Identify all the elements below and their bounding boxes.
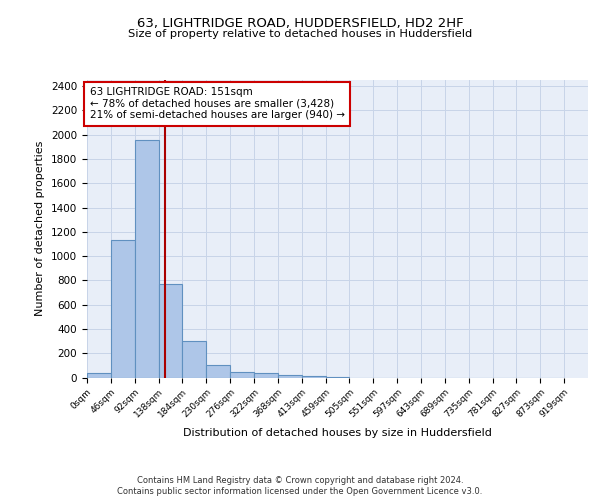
Text: Contains HM Land Registry data © Crown copyright and database right 2024.: Contains HM Land Registry data © Crown c…	[137, 476, 463, 485]
X-axis label: Distribution of detached houses by size in Huddersfield: Distribution of detached houses by size …	[183, 428, 492, 438]
Bar	[206, 366, 230, 378]
Bar	[302, 376, 326, 378]
Bar	[326, 377, 349, 378]
Bar	[111, 240, 135, 378]
Bar	[87, 373, 111, 378]
Bar	[278, 375, 302, 378]
Y-axis label: Number of detached properties: Number of detached properties	[35, 141, 46, 316]
Bar	[230, 372, 254, 378]
Bar	[135, 140, 158, 378]
Bar	[158, 284, 182, 378]
Bar	[254, 373, 278, 378]
Text: 63 LIGHTRIDGE ROAD: 151sqm
← 78% of detached houses are smaller (3,428)
21% of s: 63 LIGHTRIDGE ROAD: 151sqm ← 78% of deta…	[89, 88, 344, 120]
Text: 63, LIGHTRIDGE ROAD, HUDDERSFIELD, HD2 2HF: 63, LIGHTRIDGE ROAD, HUDDERSFIELD, HD2 2…	[137, 18, 463, 30]
Bar	[182, 341, 206, 378]
Text: Size of property relative to detached houses in Huddersfield: Size of property relative to detached ho…	[128, 29, 472, 39]
Text: Contains public sector information licensed under the Open Government Licence v3: Contains public sector information licen…	[118, 488, 482, 496]
